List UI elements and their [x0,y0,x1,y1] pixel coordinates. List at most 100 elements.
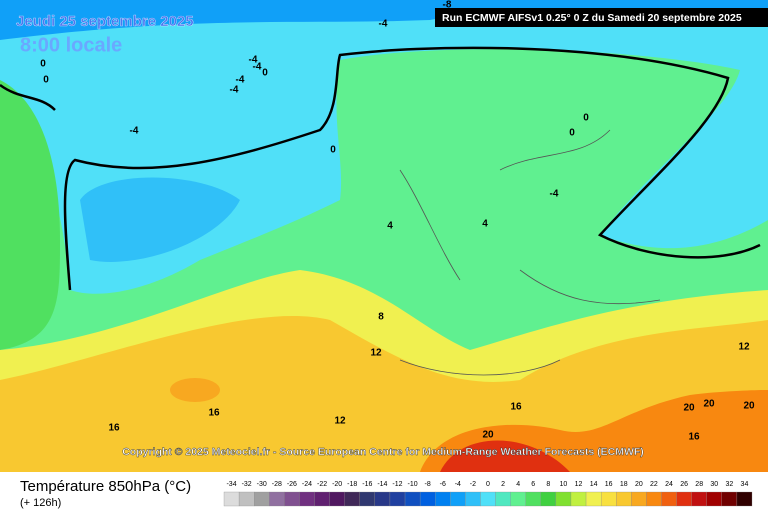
contour-label: 4 [387,221,393,232]
legend-label: 12 [575,481,583,488]
legend-swatch [525,491,541,507]
legend-swatch [736,491,753,507]
legend-swatch [706,491,722,507]
legend-label: -26 [287,481,297,488]
contour-label: 12 [738,342,750,353]
legend-label: 20 [635,481,643,488]
legend-label: -12 [392,481,402,488]
contour-label: 0 [583,113,589,124]
legend-swatch [465,491,481,507]
legend-label: 2 [501,481,505,488]
contour-label: 16 [208,408,220,419]
run-box [435,8,768,27]
legend-swatch [359,491,376,507]
legend-label: 8 [546,481,550,488]
legend-swatch [435,491,451,507]
legend-label: -14 [377,481,387,488]
legend-label: -18 [347,481,357,488]
forecast-time: 8:00 locale [20,34,122,56]
legend-swatch [389,491,406,507]
legend-label: -4 [455,481,461,488]
hot-region [440,440,570,472]
contour-label: 0 [330,145,336,156]
legend-swatch [238,491,255,507]
legend-label: 16 [605,481,613,488]
legend-label: 30 [710,481,718,488]
contour-label: 16 [510,402,522,413]
contour-label: -4 [379,19,388,30]
contour-label: -4 [550,189,559,200]
legend-swatch [661,491,677,507]
legend-swatch [269,491,285,507]
contour-label: 20 [683,403,695,414]
legend-swatch [510,491,526,507]
contour-label: 12 [334,416,346,427]
mild-region [0,80,60,350]
contour-labels: -8-400-4-40-4-4-4000-4448121216161612202… [40,0,755,443]
color-legend: -34 -32 -30 -28 -26 -24 -22 -20 -18 -16 -14 -12 -10-… [223,481,753,507]
legend-label: 34 [741,481,749,488]
legend-swatch [585,491,602,507]
legend-swatch [555,491,572,507]
contour-label: -4 [249,55,258,66]
legend-swatch [721,491,738,507]
forecast-date: Jeudi 25 septembre 2025 [16,13,194,30]
legend-swatch [254,491,270,507]
legend-swatch [374,491,391,507]
legend-label: -28 [272,481,282,488]
contour-label: 0 [569,128,575,139]
run-info: Run ECMWF AIFSv1 0.25° 0 Z du Samedi 20 … [442,12,742,24]
legend-swatch [570,491,587,507]
contour-label: -4 [236,75,245,86]
copyright: Copyright © 2025 Meteociel.fr - Source E… [122,446,644,458]
legend-label: -24 [302,481,312,488]
legend-swatch [344,491,360,507]
footer-title: Température 850hPa (°C) [20,478,191,495]
legend-label: 14 [590,481,598,488]
coastline [399,129,661,376]
contour-label: 0 [262,68,268,79]
legend-swatch [223,491,240,507]
contour-label: -8 [443,0,452,11]
legend-label: 18 [620,481,628,488]
contour-label: 20 [482,430,494,441]
legend-swatch [676,491,692,507]
legend-label: 28 [695,481,703,488]
legend-swatch [314,491,330,507]
legend-label: 24 [665,481,673,488]
legend-label: -34 [226,481,236,488]
legend-swatch [284,491,300,507]
legend-swatch [419,491,436,507]
legend-label: -30 [257,481,267,488]
legend-label: -6 [440,481,446,488]
legend-swatch [646,491,662,507]
legend-label: -32 [242,481,252,488]
legend-label: 10 [560,481,568,488]
legend-label: -16 [362,481,372,488]
legend-swatch [540,491,557,507]
legend-swatch [299,491,315,507]
contour-label: 8 [378,312,384,323]
legend-label: 6 [531,481,535,488]
zero-isotherm [63,46,761,291]
legend-label: -22 [317,481,327,488]
legend-label: 0 [486,481,490,488]
contour-label: -4 [230,85,239,96]
contour-label: 20 [743,401,755,412]
legend-swatch [495,491,511,507]
legend-swatch [480,491,496,507]
legend-label: 4 [516,481,520,488]
contour-label: 16 [108,423,120,434]
legend-swatch [404,491,421,507]
legend-swatch [616,491,632,507]
cold-region [80,177,240,262]
legend-swatch [631,491,647,507]
legend-label: 22 [650,481,658,488]
contour-label: 0 [40,59,46,70]
legend-label: -8 [425,481,431,488]
legend-label: -10 [408,481,418,488]
legend-label: -20 [332,481,342,488]
legend-swatch [600,491,617,507]
